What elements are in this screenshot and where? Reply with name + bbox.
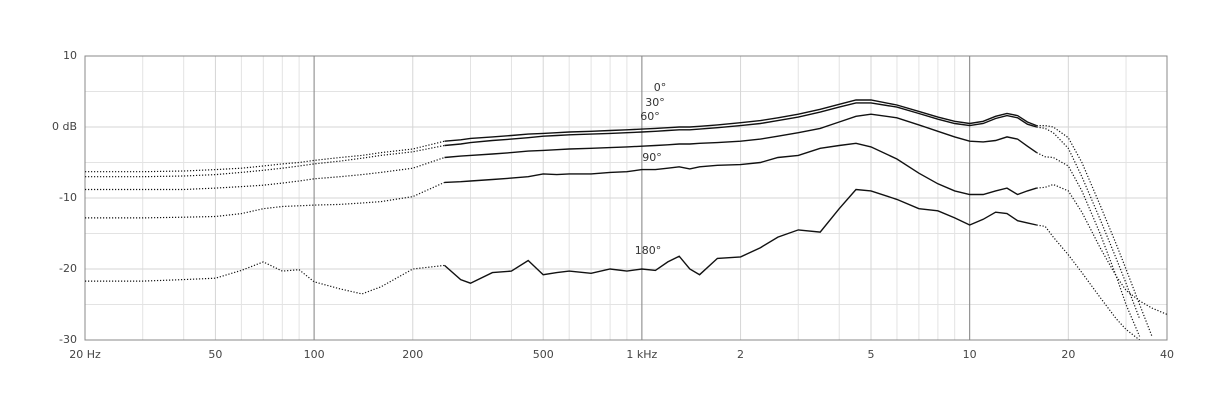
x-tick-label: 1 kHz bbox=[626, 348, 657, 361]
x-tick-label: 10 bbox=[963, 348, 977, 361]
response-line-extrapolated bbox=[85, 144, 445, 178]
x-tick-label: 2 bbox=[737, 348, 744, 361]
response-line-extrapolated bbox=[85, 181, 445, 219]
y-tick-label: -30 bbox=[59, 333, 77, 346]
series-label: 30° bbox=[645, 96, 665, 109]
x-tick-label: 50 bbox=[208, 348, 222, 361]
x-tick-label: 20 Hz bbox=[69, 348, 101, 361]
response-line-extrapolated bbox=[85, 140, 445, 173]
response-line bbox=[444, 99, 1037, 142]
plot-lines bbox=[85, 99, 1167, 340]
series-label: 60° bbox=[640, 110, 660, 123]
x-tick-label: 500 bbox=[533, 348, 554, 361]
response-line bbox=[444, 113, 1037, 159]
x-tick-label: 40 bbox=[1160, 348, 1174, 361]
series-label: 0° bbox=[654, 81, 667, 94]
response-line-extrapolated bbox=[1036, 152, 1141, 337]
response-line-extrapolated bbox=[1036, 125, 1153, 337]
x-tick-label: 5 bbox=[867, 348, 874, 361]
x-tick-label: 100 bbox=[304, 348, 325, 361]
y-tick-label: -20 bbox=[59, 262, 77, 275]
y-tick-label: -10 bbox=[59, 191, 77, 204]
response-line-extrapolated bbox=[1036, 183, 1167, 315]
response-line-extrapolated bbox=[1036, 224, 1140, 340]
series-label: 90° bbox=[642, 151, 662, 164]
response-line bbox=[444, 188, 1037, 284]
plot-border bbox=[84, 55, 1168, 341]
y-tick-label: 10 bbox=[63, 49, 77, 62]
labels: 10 0 dB -10 -20 -30 20 Hz 50 100 200 500 1 kHz 2 5 10… bbox=[52, 49, 1174, 361]
grid bbox=[84, 55, 1168, 341]
x-tick-label: 200 bbox=[402, 348, 423, 361]
response-line-extrapolated bbox=[1036, 126, 1141, 319]
response-line bbox=[444, 142, 1037, 196]
series-label: 180° bbox=[635, 244, 662, 257]
response-line bbox=[444, 102, 1037, 147]
x-tick-label: 20 bbox=[1061, 348, 1075, 361]
y-tick-label: 0 dB bbox=[52, 120, 77, 133]
response-line-extrapolated bbox=[85, 261, 445, 295]
